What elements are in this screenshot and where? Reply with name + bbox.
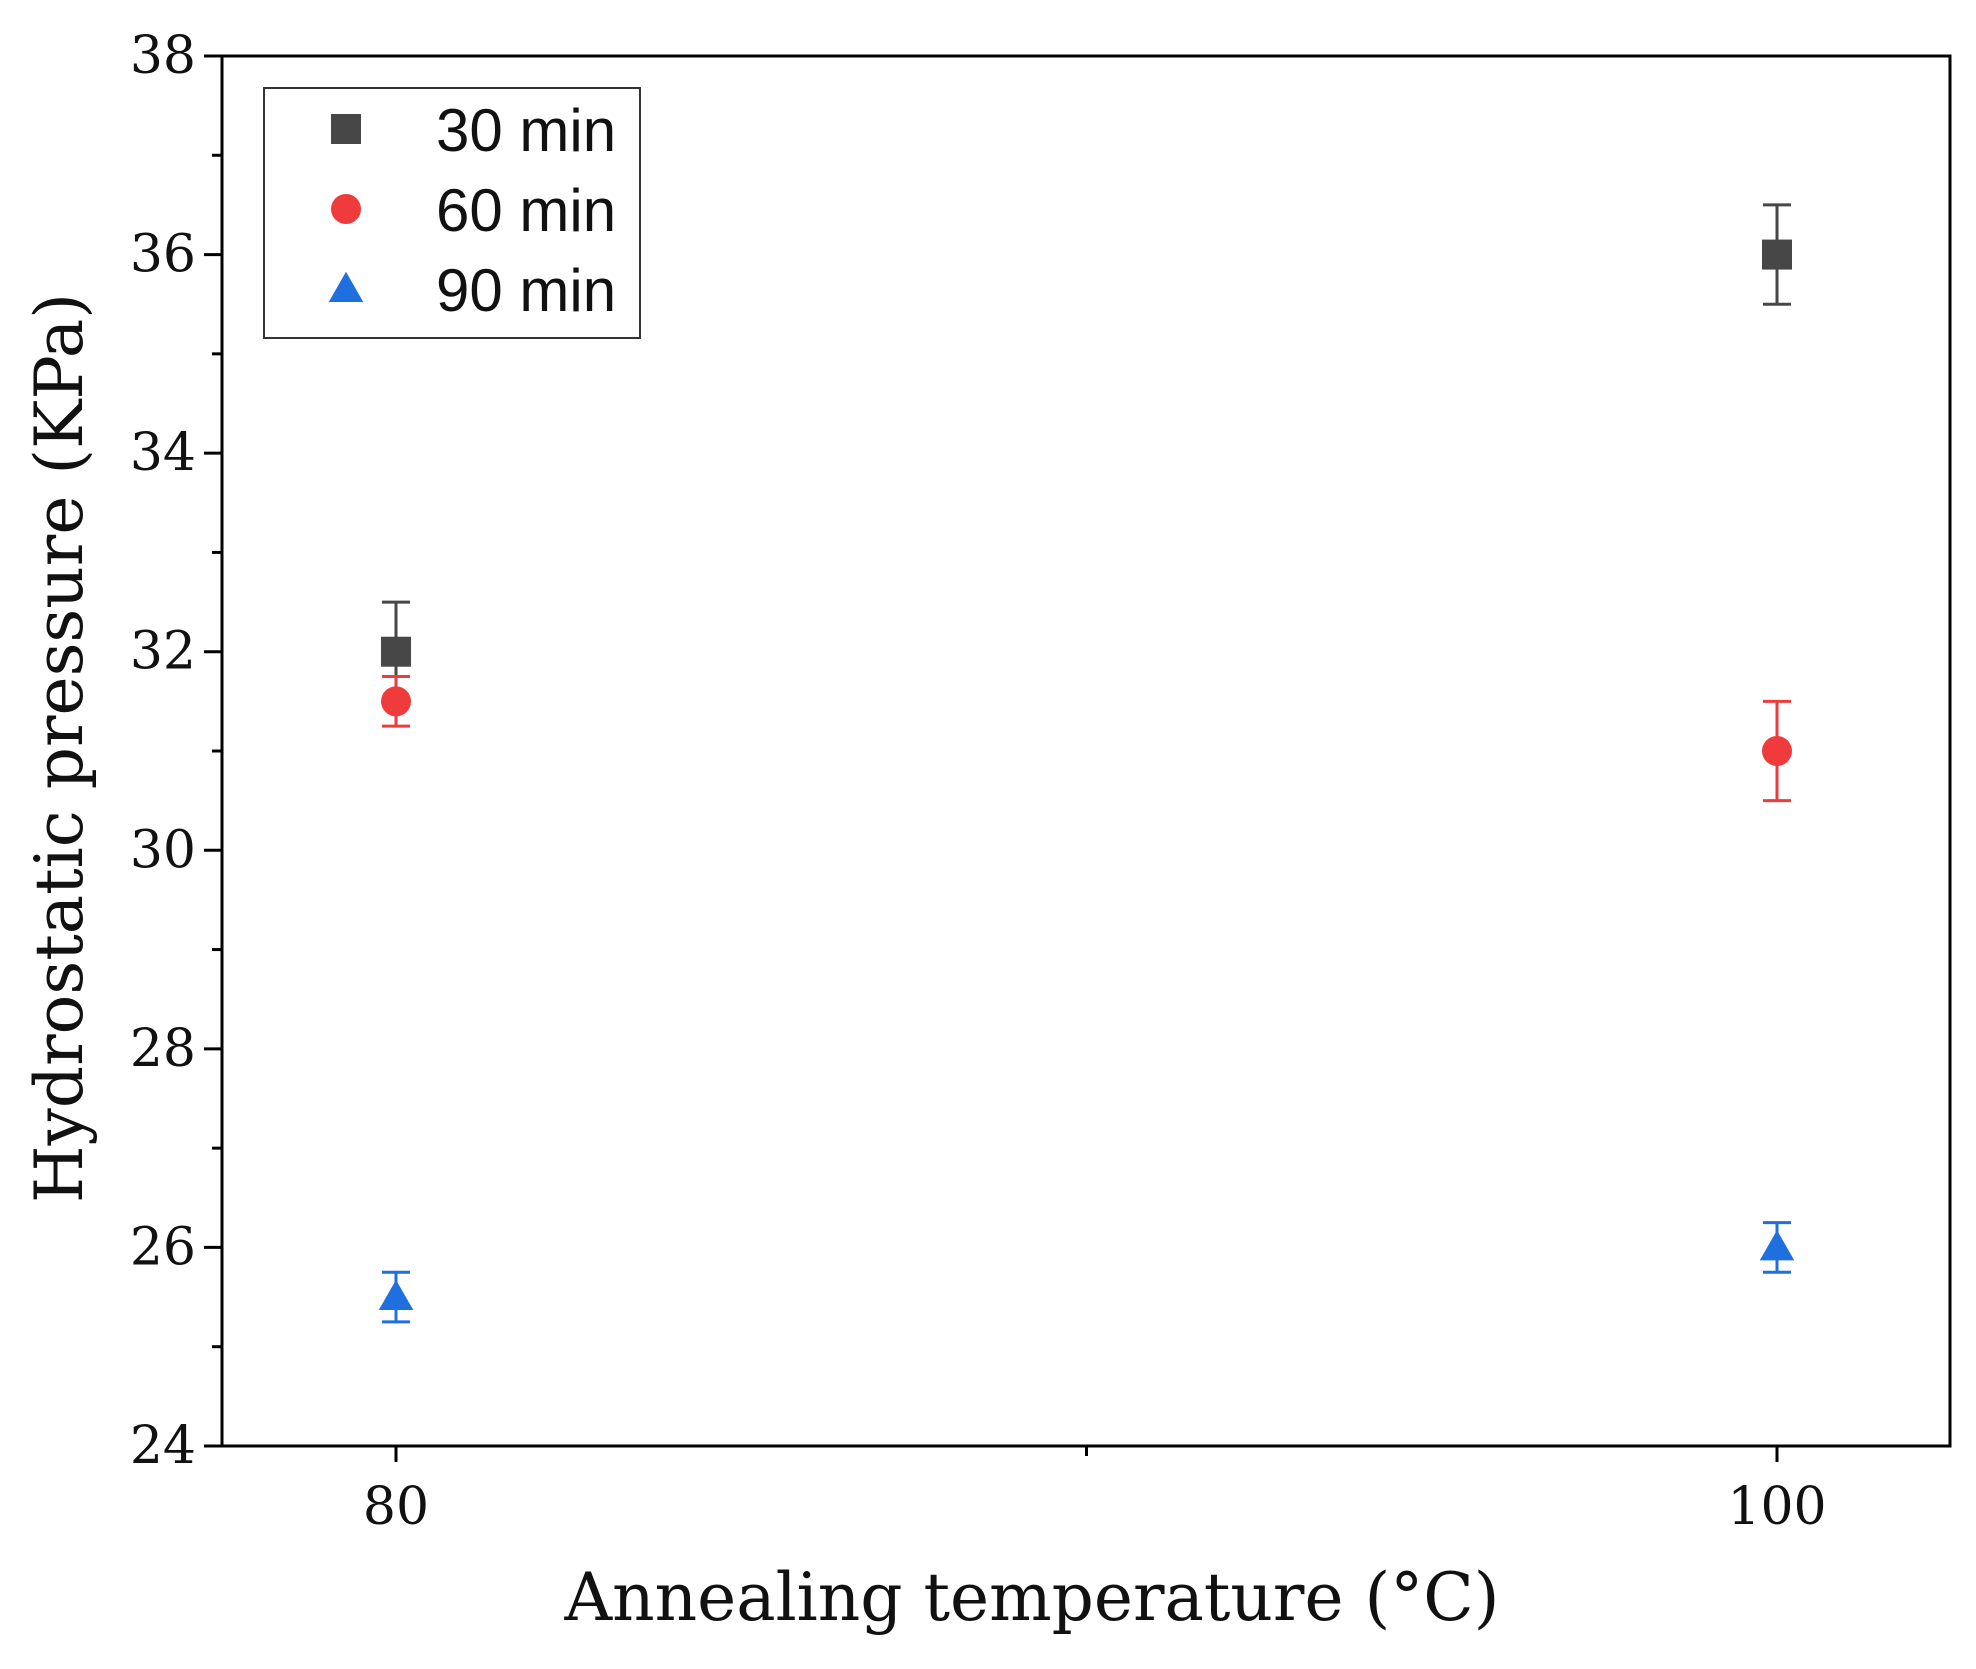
series-60-min [381,675,1792,803]
x-tick-label: 80 [363,1477,429,1537]
legend-label: 90 min [436,257,616,324]
legend-box [263,87,641,339]
y-tick-label: 28 [130,1019,196,1079]
data-point-60-min [381,686,411,717]
y-tick-label: 34 [130,423,196,483]
x-axis-title: Annealing temperature (°C) [563,1559,1499,1636]
legend-label: 30 min [436,97,616,164]
y-tick-label: 26 [130,1217,196,1277]
legend-marker-30-min [331,114,361,144]
data-point-90-min [378,1279,414,1311]
y-axis: 24 26 28 30 32 34 36 38 [130,26,222,1476]
x-axis: 80 100 [363,1446,1827,1537]
data-point-60-min [1762,736,1792,766]
y-tick-label: 36 [130,225,196,285]
y-axis-title: Hydrostatic pressure (KPa) [21,293,98,1203]
data-series [378,203,1795,1324]
data-point-30-min [381,636,411,667]
y-tick-label: 38 [130,26,196,86]
y-tick-label: 32 [130,622,196,682]
legend: 30 min 60 min 90 min [263,87,641,339]
y-tick-label: 24 [130,1416,196,1476]
data-point-30-min [1762,239,1792,270]
legend-marker-90-min [328,271,364,302]
x-tick-label: 100 [1727,1477,1826,1537]
legend-label: 60 min [436,177,616,244]
y-tick-label: 30 [130,820,196,880]
series-90-min [378,1221,1795,1324]
data-point-90-min [1759,1230,1795,1261]
legend-marker-60-min [331,194,361,224]
